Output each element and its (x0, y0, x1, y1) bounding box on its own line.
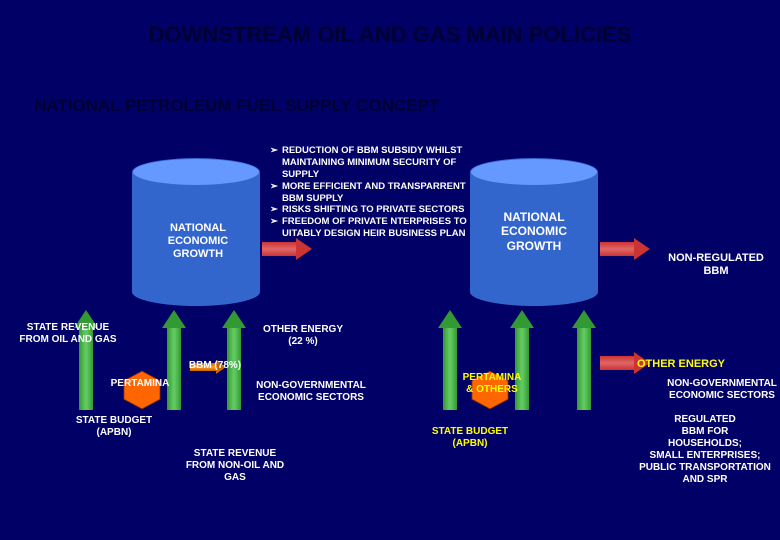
policy-bullet-item: ➢FREEDOM OF PRIVATE NTERPRISES TO UITABL… (270, 216, 470, 240)
policy-bullet-item: ➢MORE EFFICIENT AND TRANSPARRENT BBM SUP… (270, 181, 470, 205)
label-bbm78: BBM (78%) (180, 360, 250, 372)
green-up-arrow (572, 310, 596, 410)
policy-bullets: ➢REDUCTION OF BBM SUBSIDY WHILST MAINTAI… (270, 145, 470, 240)
red-out-arrow (262, 238, 312, 260)
label-state-budget-r: STATE BUDGET(APBN) (420, 426, 520, 450)
label-pertamina: PERTAMINA (106, 378, 174, 390)
label-other-energy-l: OTHER ENERGY(22 %) (248, 324, 358, 348)
subtitle: NATIONAL PETROLEUM FUEL SUPPLY CONCEPT (34, 96, 439, 116)
hexagon-pertamina (120, 370, 164, 410)
label-state-budget-l: STATE BUDGET(APBN) (66, 415, 162, 439)
policy-bullet-item: ➢RISKS SHIFTING TO PRIVATE SECTORS (270, 204, 470, 216)
main-title: DOWNSTREAM OIL AND GAS MAIN POLICIES (0, 22, 780, 48)
label-state-rev-non: STATE REVENUEFROM NON-OIL ANDGAS (170, 448, 300, 484)
label-nonreg-bbm: NON-REGULATEDBBM (656, 252, 776, 278)
policy-bullet-item: ➢REDUCTION OF BBM SUBSIDY WHILST MAINTAI… (270, 145, 470, 181)
label-nongov-l: NON-GOVERNMENTALECONOMIC SECTORS (236, 380, 386, 404)
label-regulated-bbm: REGULATEDBBM FORHOUSEHOLDS;SMALL ENTERPR… (620, 414, 780, 486)
cylinder-right-label: NATIONALECONOMICGROWTH (484, 210, 584, 253)
label-pert-others: PERTAMINA& OTHERS (450, 372, 534, 396)
red-out-arrow (600, 238, 650, 260)
label-nongov-r: NON-GOVERNMENTALECONOMIC SECTORS (652, 378, 780, 402)
cylinder-left-label: NATIONALECONOMICGROWTH (148, 222, 248, 262)
label-state-rev-oil: STATE REVENUEFROM OIL AND GAS (8, 322, 128, 346)
label-other-energy-r: OTHER ENERGY (626, 358, 736, 371)
